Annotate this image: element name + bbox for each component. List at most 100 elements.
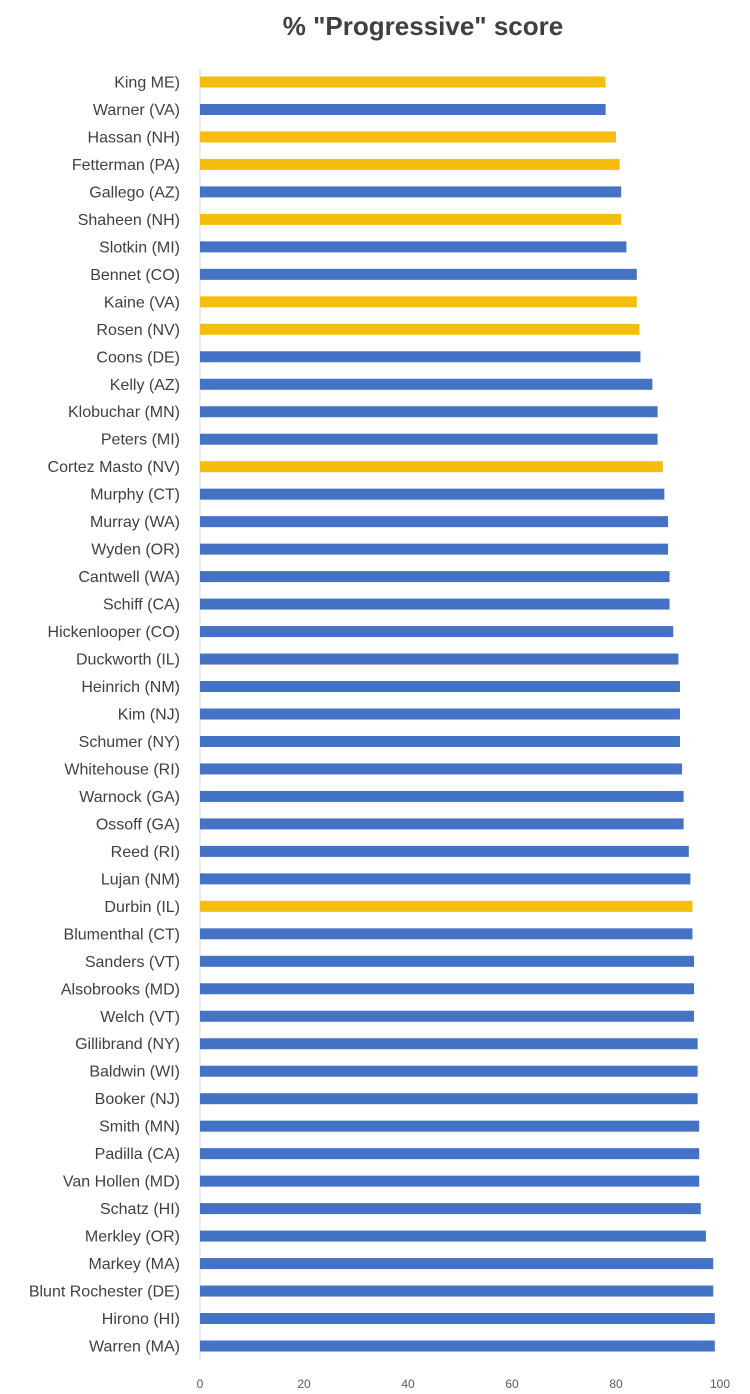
- x-tick-label: 40: [401, 1377, 415, 1391]
- bar: [200, 1175, 700, 1187]
- bar: [200, 900, 693, 912]
- bar: [200, 626, 674, 638]
- bar: [200, 488, 665, 500]
- bars-group: [200, 76, 715, 1352]
- bar: [200, 296, 637, 308]
- category-label: Whitehouse (RI): [64, 761, 180, 778]
- bar: [200, 1203, 701, 1215]
- category-label: Fetterman (PA): [72, 157, 180, 174]
- bar: [200, 653, 679, 665]
- category-label: Hirono (HI): [102, 1311, 180, 1328]
- bar: [200, 1340, 715, 1352]
- category-label: Baldwin (WI): [89, 1064, 180, 1081]
- bar: [200, 1285, 714, 1297]
- category-label: Sanders (VT): [85, 954, 180, 971]
- bar: [200, 323, 640, 335]
- bar: [200, 378, 653, 390]
- category-label: Gallego (AZ): [89, 184, 180, 201]
- category-label: Gillibrand (NY): [75, 1036, 180, 1053]
- category-label: Hickenlooper (CO): [48, 624, 180, 641]
- category-label: Schiff (CA): [103, 597, 180, 614]
- category-label: Slotkin (MI): [99, 239, 180, 256]
- bar: [200, 598, 670, 610]
- bar: [200, 76, 606, 88]
- category-label: Alsobrooks (MD): [61, 981, 180, 998]
- category-label: Cantwell (WA): [78, 569, 180, 586]
- bar: [200, 818, 684, 830]
- category-label: Warnock (GA): [79, 789, 180, 806]
- category-label: Ossoff (GA): [96, 816, 180, 833]
- bar: [200, 873, 691, 885]
- category-label: Schatz (HI): [100, 1201, 180, 1218]
- category-labels-group: King ME) Warner (VA) Hassan (NH) Fetterman …: [29, 75, 180, 1356]
- bar: [200, 735, 680, 747]
- category-label: Heinrich (NM): [81, 679, 180, 696]
- category-label: Blunt Rochester (DE): [29, 1284, 180, 1301]
- bar: [200, 268, 637, 280]
- bar: [200, 516, 668, 528]
- category-label: Peters (MI): [101, 432, 180, 449]
- category-label: Shaheen (NH): [78, 212, 180, 229]
- bar: [200, 790, 684, 802]
- bar: [200, 241, 627, 253]
- bar: [200, 433, 658, 445]
- category-label: Smith (MN): [99, 1119, 180, 1136]
- category-label: Klobuchar (MN): [68, 404, 180, 421]
- category-label: Lujan (NM): [101, 871, 180, 888]
- bar: [200, 103, 606, 115]
- bar: [200, 928, 693, 940]
- bar: [200, 763, 683, 775]
- bar: [200, 186, 622, 198]
- category-label: Schumer (NY): [79, 734, 180, 751]
- category-label: Rosen (NV): [96, 322, 180, 339]
- x-tick-label: 80: [609, 1377, 623, 1391]
- tick-labels-group: 0 20 40 60 80 100: [197, 1377, 731, 1391]
- bar: [200, 955, 694, 967]
- bar: [200, 213, 622, 225]
- bar: [200, 845, 689, 857]
- x-tick-label: 60: [505, 1377, 519, 1391]
- bar: [200, 158, 620, 170]
- bar: [200, 1313, 715, 1325]
- category-label: Hassan (NH): [88, 129, 180, 146]
- category-label: King ME): [114, 75, 180, 92]
- category-label: Bennet (CO): [90, 267, 180, 284]
- bar: [200, 1038, 698, 1050]
- category-label: Merkley (OR): [85, 1229, 180, 1246]
- bar: [200, 131, 616, 143]
- category-label: Kaine (VA): [104, 294, 180, 311]
- bar: [200, 708, 680, 720]
- category-label: Padilla (CA): [95, 1146, 180, 1163]
- x-tick-label: 20: [297, 1377, 311, 1391]
- bar: [200, 571, 670, 583]
- bar: [200, 681, 680, 693]
- bar: [200, 1230, 706, 1242]
- bar: [200, 1148, 700, 1160]
- category-label: Coons (DE): [96, 349, 180, 366]
- category-label: Murray (WA): [90, 514, 180, 531]
- category-label: Markey (MA): [88, 1256, 180, 1273]
- category-label: Kelly (AZ): [110, 377, 180, 394]
- category-label: Booker (NJ): [95, 1091, 180, 1108]
- bar: [200, 543, 668, 555]
- category-label: Blumenthal (CT): [64, 926, 180, 943]
- chart-title: % "Progressive" score: [283, 11, 563, 41]
- bar: [200, 1258, 714, 1270]
- category-label: Kim (NJ): [118, 707, 180, 724]
- bar: [200, 1093, 698, 1105]
- x-tick-label: 100: [710, 1377, 730, 1391]
- category-label: Durbin (IL): [104, 899, 180, 916]
- bar: [200, 983, 694, 995]
- bar: [200, 461, 663, 473]
- bar: [200, 1120, 700, 1132]
- bar: [200, 1065, 698, 1077]
- category-label: Reed (RI): [111, 844, 180, 861]
- category-label: Van Hollen (MD): [63, 1174, 180, 1191]
- category-label: Warren (MA): [89, 1339, 180, 1356]
- bar: [200, 406, 658, 418]
- bar: [200, 1010, 694, 1022]
- category-label: Murphy (CT): [90, 487, 180, 504]
- bar: [200, 351, 641, 363]
